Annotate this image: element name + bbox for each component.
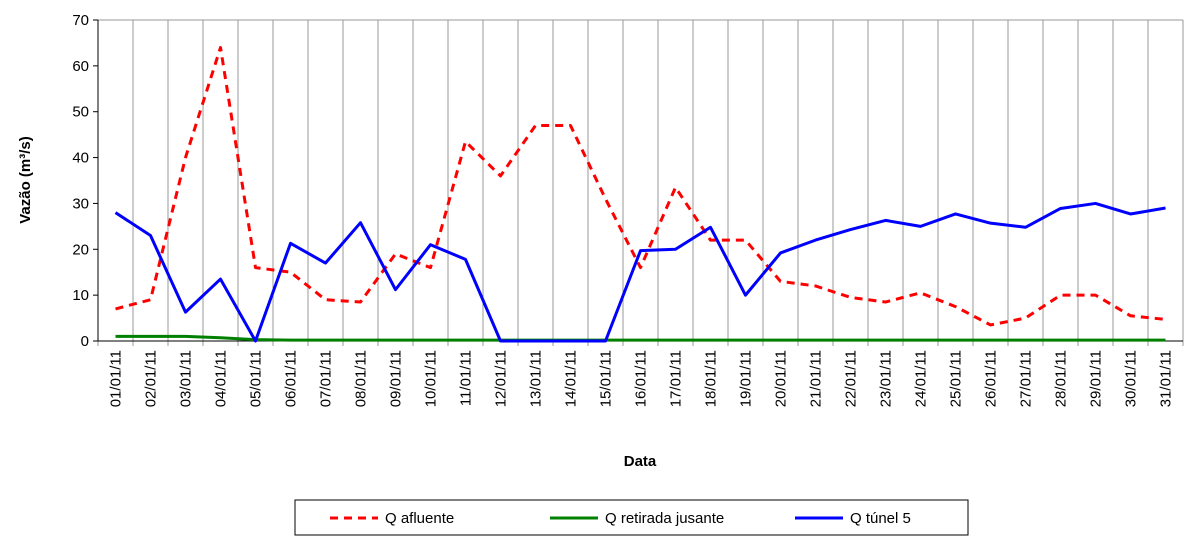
y-tick-label: 20	[72, 241, 89, 258]
data-line	[115, 46, 1166, 327]
x-tick-label: 29/01/11	[1088, 350, 1105, 407]
x-tick-label: 21/01/11	[808, 350, 825, 407]
x-tick-label: 04/01/11	[213, 350, 230, 407]
y-tick-label: 70	[72, 12, 89, 29]
y-tick-label: 40	[72, 150, 89, 167]
x-tick-label: 01/01/11	[108, 350, 125, 407]
x-tick-label: 25/01/11	[948, 350, 965, 407]
x-tick-label: 18/01/11	[703, 350, 720, 407]
x-tick-label: 05/01/11	[248, 350, 265, 407]
data-line	[114, 201, 1166, 343]
x-tick-label: 22/01/11	[843, 350, 860, 407]
x-tick-label: 16/01/11	[633, 350, 650, 407]
x-tick-label: 08/01/11	[353, 350, 370, 407]
x-tick-label: 13/01/11	[528, 350, 545, 407]
y-tick-label: 50	[72, 104, 89, 121]
legend-label: Q afluente	[385, 510, 454, 527]
x-tick-label: 19/01/11	[738, 350, 755, 407]
legend-label: Q retirada jusante	[605, 510, 724, 527]
x-tick-label: 11/01/11	[458, 350, 475, 406]
x-tick-label: 12/01/11	[493, 350, 510, 407]
x-tick-label: 06/01/11	[283, 350, 300, 407]
y-tick-label: 0	[81, 333, 89, 350]
x-tick-label: 20/01/11	[773, 350, 790, 407]
x-tick-label: 26/01/11	[983, 350, 1000, 407]
x-axis-title: Data	[624, 453, 657, 470]
y-tick-label: 60	[72, 58, 89, 75]
y-tick-label: 10	[72, 287, 89, 304]
x-tick-label: 10/01/11	[423, 350, 440, 407]
legend	[294, 499, 969, 536]
x-tick-label: 02/01/11	[143, 350, 160, 407]
x-tick-label: 31/01/11	[1158, 350, 1175, 407]
x-tick-label: 07/01/11	[318, 350, 335, 407]
x-tick-label: 24/01/11	[913, 350, 930, 407]
x-tick-label: 23/01/11	[878, 350, 895, 407]
data-line	[115, 334, 1166, 342]
x-tick-label: 09/01/11	[388, 350, 405, 407]
x-tick-label: 28/01/11	[1053, 350, 1070, 407]
x-tick-label: 27/01/11	[1018, 350, 1035, 407]
legend-label: Q túnel 5	[850, 510, 911, 527]
x-tick-label: 17/01/11	[668, 350, 685, 407]
x-tick-label: 14/01/11	[563, 350, 580, 407]
y-axis-title: Vazão (m³/s)	[17, 136, 34, 224]
x-tick-label: 15/01/11	[598, 350, 615, 407]
x-tick-label: 30/01/11	[1123, 350, 1140, 407]
x-tick-label: 03/01/11	[178, 350, 195, 407]
y-tick-label: 30	[72, 195, 89, 212]
